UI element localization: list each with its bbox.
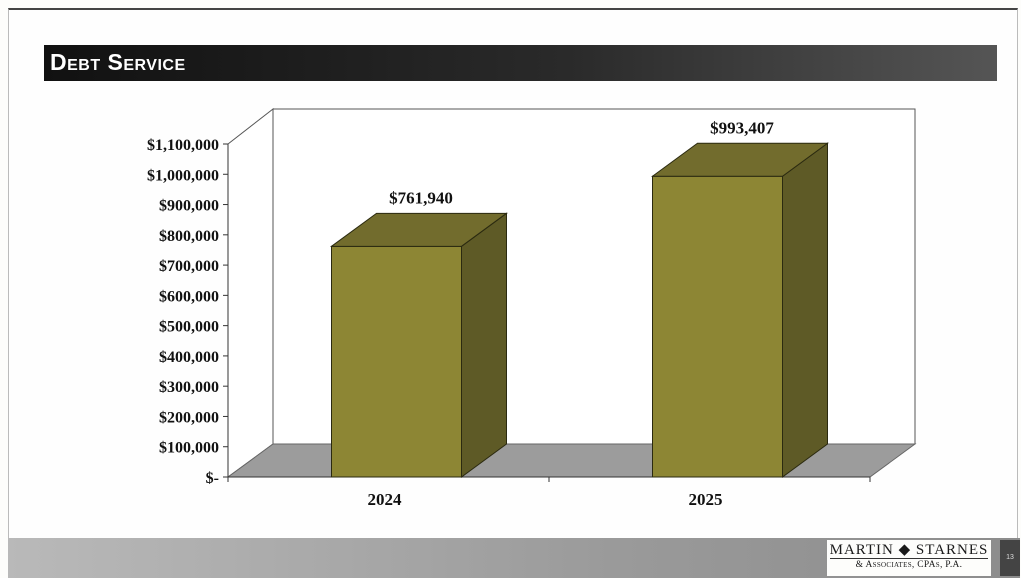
bar-2024-top bbox=[329, 212, 509, 247]
bar-2024-side bbox=[461, 212, 507, 478]
logo-main-text: MARTIN ◆ STARNES bbox=[829, 542, 989, 559]
y-tick-label: $100,000 bbox=[159, 440, 219, 457]
x-category-label-2024: 2024 bbox=[368, 490, 403, 509]
bar-2025-front bbox=[652, 175, 783, 478]
y-tick-label: $900,000 bbox=[159, 198, 219, 215]
y-tick-label: $200,000 bbox=[159, 409, 219, 426]
y-tick-label: $600,000 bbox=[159, 288, 219, 305]
slide-title: Debt Service bbox=[50, 49, 186, 75]
y-tick-label: $800,000 bbox=[159, 228, 219, 245]
y-tick-label: $500,000 bbox=[159, 319, 219, 336]
y-tick-label: $- bbox=[206, 470, 219, 487]
y-tick-label: $1,100,000 bbox=[147, 137, 219, 154]
bar-2025-top bbox=[650, 142, 830, 177]
y-tick-label: $300,000 bbox=[159, 379, 219, 396]
chart-side-wall bbox=[227, 107, 274, 478]
page-number: 13 bbox=[1000, 540, 1020, 576]
data-label-2024: $761,940 bbox=[389, 188, 453, 207]
title-bar: Debt Service bbox=[44, 45, 997, 81]
y-tick-label: $1,000,000 bbox=[147, 167, 219, 184]
company-logo: MARTIN ◆ STARNES & Associates, CPAs, P.A… bbox=[827, 540, 991, 576]
y-tick-label: $700,000 bbox=[159, 258, 219, 275]
bar-2024-front bbox=[331, 245, 462, 478]
y-tick-label: $400,000 bbox=[159, 349, 219, 366]
x-category-label-2025: 2025 bbox=[689, 490, 723, 509]
bar-2025-side bbox=[782, 142, 828, 478]
data-label-2025: $993,407 bbox=[710, 118, 774, 137]
logo-sub-text: & Associates, CPAs, P.A. bbox=[855, 560, 963, 570]
